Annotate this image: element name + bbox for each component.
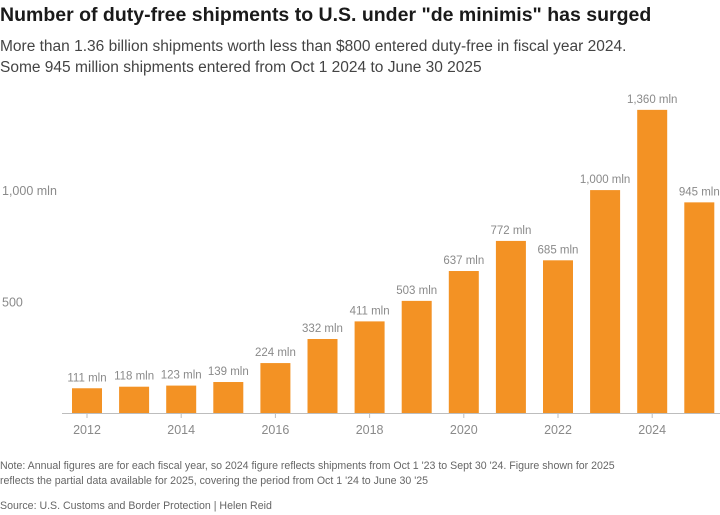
data-label: 139 mln	[208, 366, 249, 378]
data-label: 111 mln	[67, 372, 106, 384]
x-tick-label: 2018	[356, 423, 384, 437]
data-label: 1,360 mln	[627, 94, 678, 106]
bar	[684, 202, 715, 413]
note-line-1: Note: Annual figures are for each fiscal…	[0, 460, 615, 472]
x-tick-label: 2024	[638, 423, 666, 437]
chart-title: Number of duty-free shipments to U.S. un…	[0, 4, 652, 26]
data-label: 945 mln	[679, 186, 720, 198]
note-line-2: reflects the partial data available for …	[0, 475, 429, 487]
data-label: 685 mln	[538, 244, 579, 256]
chart-subtitle: More than 1.36 billion shipments worth l…	[0, 36, 718, 78]
data-label: 637 mln	[443, 255, 484, 267]
bar	[637, 109, 668, 413]
bar	[166, 385, 197, 413]
x-tick-label: 2012	[73, 423, 101, 437]
bar	[354, 321, 385, 413]
bar	[213, 382, 244, 413]
data-label: 772 mln	[490, 225, 531, 237]
chart-note: Note: Annual figures are for each fiscal…	[0, 459, 716, 489]
data-label: 503 mln	[396, 285, 437, 297]
chart-source: Source: U.S. Customs and Border Protecti…	[0, 500, 272, 512]
bar	[72, 388, 102, 413]
y-tick-label: 500	[2, 296, 23, 310]
data-label: 1,000 mln	[580, 174, 631, 186]
bar	[119, 386, 150, 413]
data-label: 118 mln	[114, 371, 154, 383]
bar	[307, 338, 338, 413]
bar	[495, 240, 526, 413]
bar	[260, 363, 291, 413]
data-label: 224 mln	[255, 347, 296, 359]
bar	[543, 260, 573, 413]
data-label: 123 mln	[161, 370, 202, 382]
bar	[590, 190, 621, 413]
subtitle-line-1: More than 1.36 billion shipments worth l…	[0, 38, 627, 55]
bar	[448, 271, 479, 413]
x-tick-label: 2016	[261, 423, 289, 437]
x-tick-label: 2020	[450, 423, 478, 437]
bar	[401, 300, 432, 413]
data-label: 332 mln	[302, 323, 343, 335]
subtitle-line-2: Some 945 million shipments entered from …	[0, 59, 482, 76]
y-tick-label: 1,000 mln	[2, 184, 57, 198]
data-label: 411 mln	[350, 305, 390, 317]
x-tick-label: 2022	[544, 423, 572, 437]
x-tick-label: 2014	[167, 423, 195, 437]
